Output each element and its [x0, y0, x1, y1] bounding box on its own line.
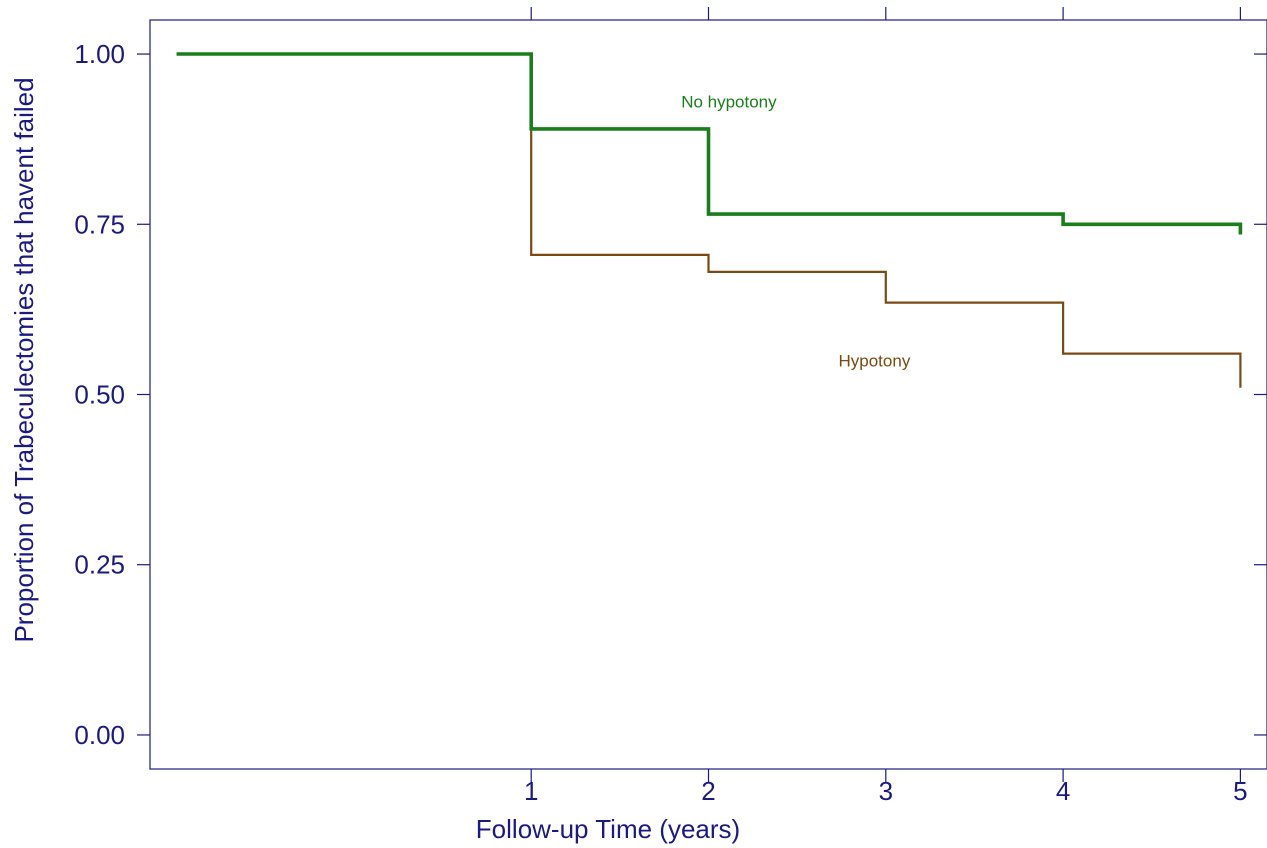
- axis-ticks: [137, 7, 1267, 782]
- series-line-hypotony: [176, 52, 1242, 388]
- x-tick-label: 4: [1056, 776, 1070, 806]
- y-axis-title: Proportion of Trabeculectomies that have…: [9, 77, 39, 642]
- series-label-no-hypotony: No hypotony: [681, 93, 777, 112]
- y-tick-label: 0.25: [74, 550, 125, 580]
- series-label-hypotony: Hypotony: [839, 351, 911, 370]
- x-tick-label: 2: [701, 776, 715, 806]
- x-tick-label: 3: [879, 776, 893, 806]
- y-tick-label: 1.00: [74, 39, 125, 69]
- x-tick-label: 1: [524, 776, 538, 806]
- y-tick-label: 0.00: [74, 720, 125, 750]
- y-tick-label: 0.75: [74, 209, 125, 239]
- x-axis-title: Follow-up Time (years): [476, 814, 740, 844]
- y-tick-label: 0.50: [74, 380, 125, 410]
- series-labels: No hypotony Hypotony: [681, 93, 911, 371]
- series-line-no-hypotony: [176, 52, 1243, 235]
- x-tick-label: 5: [1233, 776, 1247, 806]
- series-layer: [176, 52, 1243, 388]
- tick-labels: 1 2 3 4 5 0.00 0.25 0.50 0.75 1.00: [74, 39, 1247, 806]
